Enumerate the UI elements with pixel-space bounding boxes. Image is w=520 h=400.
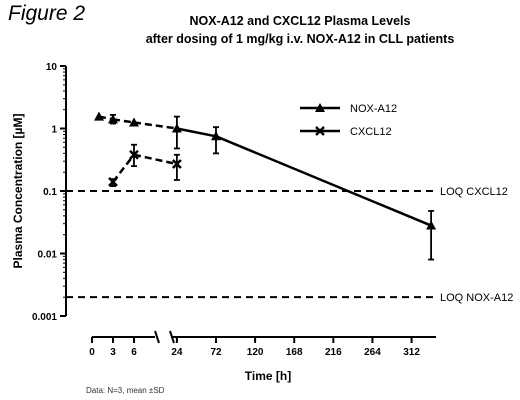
cross-stroke	[108, 176, 118, 187]
series-line-2	[112, 153, 135, 183]
data-point-2	[172, 159, 182, 169]
series-line-2	[133, 153, 178, 166]
legend-marker	[315, 103, 325, 112]
x-tick-label: 24	[171, 347, 183, 358]
loq-label: LOQ NOX-A12	[440, 292, 513, 304]
figure-label: Figure 2	[8, 2, 86, 25]
x-tick-label: 0	[89, 347, 95, 358]
data-point-1	[108, 114, 118, 124]
cross-stroke	[172, 159, 182, 169]
data-point-1	[211, 131, 221, 141]
data-point-2	[108, 176, 118, 187]
y-axis-title: Plasma Concentration [µM]	[11, 114, 25, 269]
series-line-1	[133, 121, 178, 130]
data-point-2	[129, 149, 139, 160]
chart-title-line-1: NOX-A12 and CXCL12 Plasma Levels	[189, 14, 411, 28]
data-point-1	[426, 220, 437, 230]
x-tick-label: 168	[286, 347, 303, 358]
data-point-1	[129, 117, 139, 127]
cross-stroke	[315, 126, 325, 136]
chart-title: NOX-A12 and CXCL12 Plasma Levels after d…	[80, 12, 520, 48]
x-tick-label: 6	[131, 347, 137, 358]
series-line-1	[176, 127, 217, 138]
legend-label: NOX-A12	[350, 103, 397, 115]
x-axis-break-mark	[154, 330, 160, 344]
y-tick-label: 10	[46, 62, 58, 73]
y-tick-label: 1	[51, 125, 57, 136]
x-tick-label: 3	[110, 347, 116, 358]
cross-stroke	[129, 149, 139, 160]
chart-title-line-2: after dosing of 1 mg/kg i.v. NOX-A12 in …	[145, 32, 455, 46]
data-point-1	[94, 111, 104, 121]
x-axis-break-mark	[169, 330, 175, 344]
x-axis-title: Time [h]	[245, 369, 291, 383]
legend-marker	[315, 126, 325, 136]
y-tick-label: 0.1	[43, 187, 57, 198]
data-point-1	[171, 123, 182, 133]
y-tick-label: 0.001	[32, 312, 57, 323]
y-tick-label: 0.01	[38, 250, 58, 261]
loq-label: LOQ CXCL12	[440, 186, 508, 198]
x-tick-label: 312	[403, 347, 420, 358]
x-tick-label: 120	[247, 347, 264, 358]
x-tick-label: 216	[325, 347, 342, 358]
footnote: Data: N=3, mean ±SD	[86, 386, 165, 395]
series-line-1	[112, 118, 135, 124]
series-line-1	[215, 135, 432, 227]
x-tick-label: 264	[364, 347, 381, 358]
legend-label: CXCL12	[350, 126, 392, 138]
x-tick-label: 72	[210, 347, 222, 358]
